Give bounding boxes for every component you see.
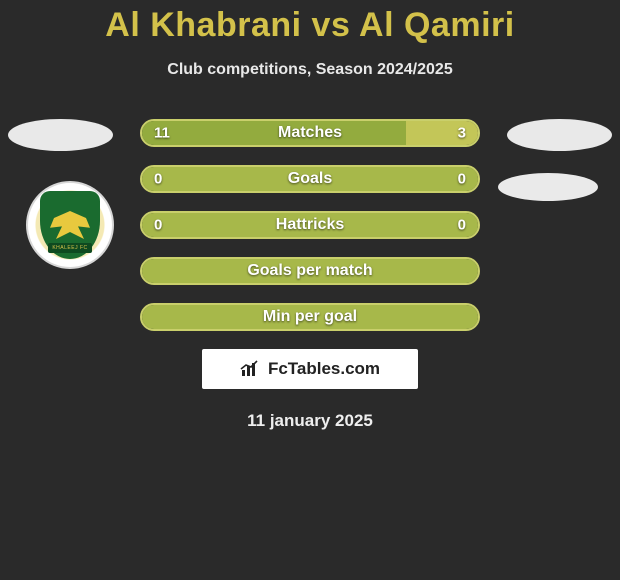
match-date: 11 january 2025 [0, 411, 620, 431]
stat-value-left: 11 [154, 125, 170, 142]
stat-value-left: 0 [154, 217, 162, 234]
stat-value-left: 0 [154, 171, 162, 188]
team-right-crest-placeholder [498, 173, 598, 201]
stat-label: Min per goal [263, 308, 357, 326]
page-title: Al Khabrani vs Al Qamiri [0, 6, 620, 45]
page-subtitle: Club competitions, Season 2024/2025 [0, 61, 620, 79]
stat-bar: Goals per match [140, 257, 480, 285]
eagle-icon [50, 211, 90, 239]
stat-label: Goals per match [247, 262, 372, 280]
stat-bar-left-segment [142, 121, 406, 145]
comparison-card: Al Khabrani vs Al Qamiri Club competitio… [0, 0, 620, 580]
team-left-crest: KHALEEJ FC [26, 181, 114, 269]
stat-label: Hattricks [276, 216, 344, 234]
stat-value-right: 0 [458, 217, 466, 234]
stat-bar: Min per goal [140, 303, 480, 331]
player-left-avatar-placeholder [8, 119, 113, 151]
bars-chart-icon [240, 360, 262, 378]
stat-bar: 0 Hattricks 0 [140, 211, 480, 239]
brand-badge[interactable]: FcTables.com [202, 349, 418, 389]
stat-bars: 11 Matches 3 0 Goals 0 0 Hattricks 0 Goals per ma… [140, 119, 480, 331]
player-right-avatar-placeholder [507, 119, 612, 151]
stat-label: Goals [288, 170, 332, 188]
stat-bar-right-segment [406, 121, 478, 145]
comparison-area: KHALEEJ FC 11 Matches 3 0 Goals 0 0 Hattricks 0 G… [0, 119, 620, 431]
shield-icon: KHALEEJ FC [40, 191, 100, 259]
stat-bar: 11 Matches 3 [140, 119, 480, 147]
stat-value-right: 0 [458, 171, 466, 188]
stat-value-right: 3 [458, 125, 466, 142]
stat-bar: 0 Goals 0 [140, 165, 480, 193]
stat-label: Matches [278, 124, 342, 142]
crest-ribbon: KHALEEJ FC [48, 243, 92, 253]
brand-text: FcTables.com [268, 359, 380, 379]
